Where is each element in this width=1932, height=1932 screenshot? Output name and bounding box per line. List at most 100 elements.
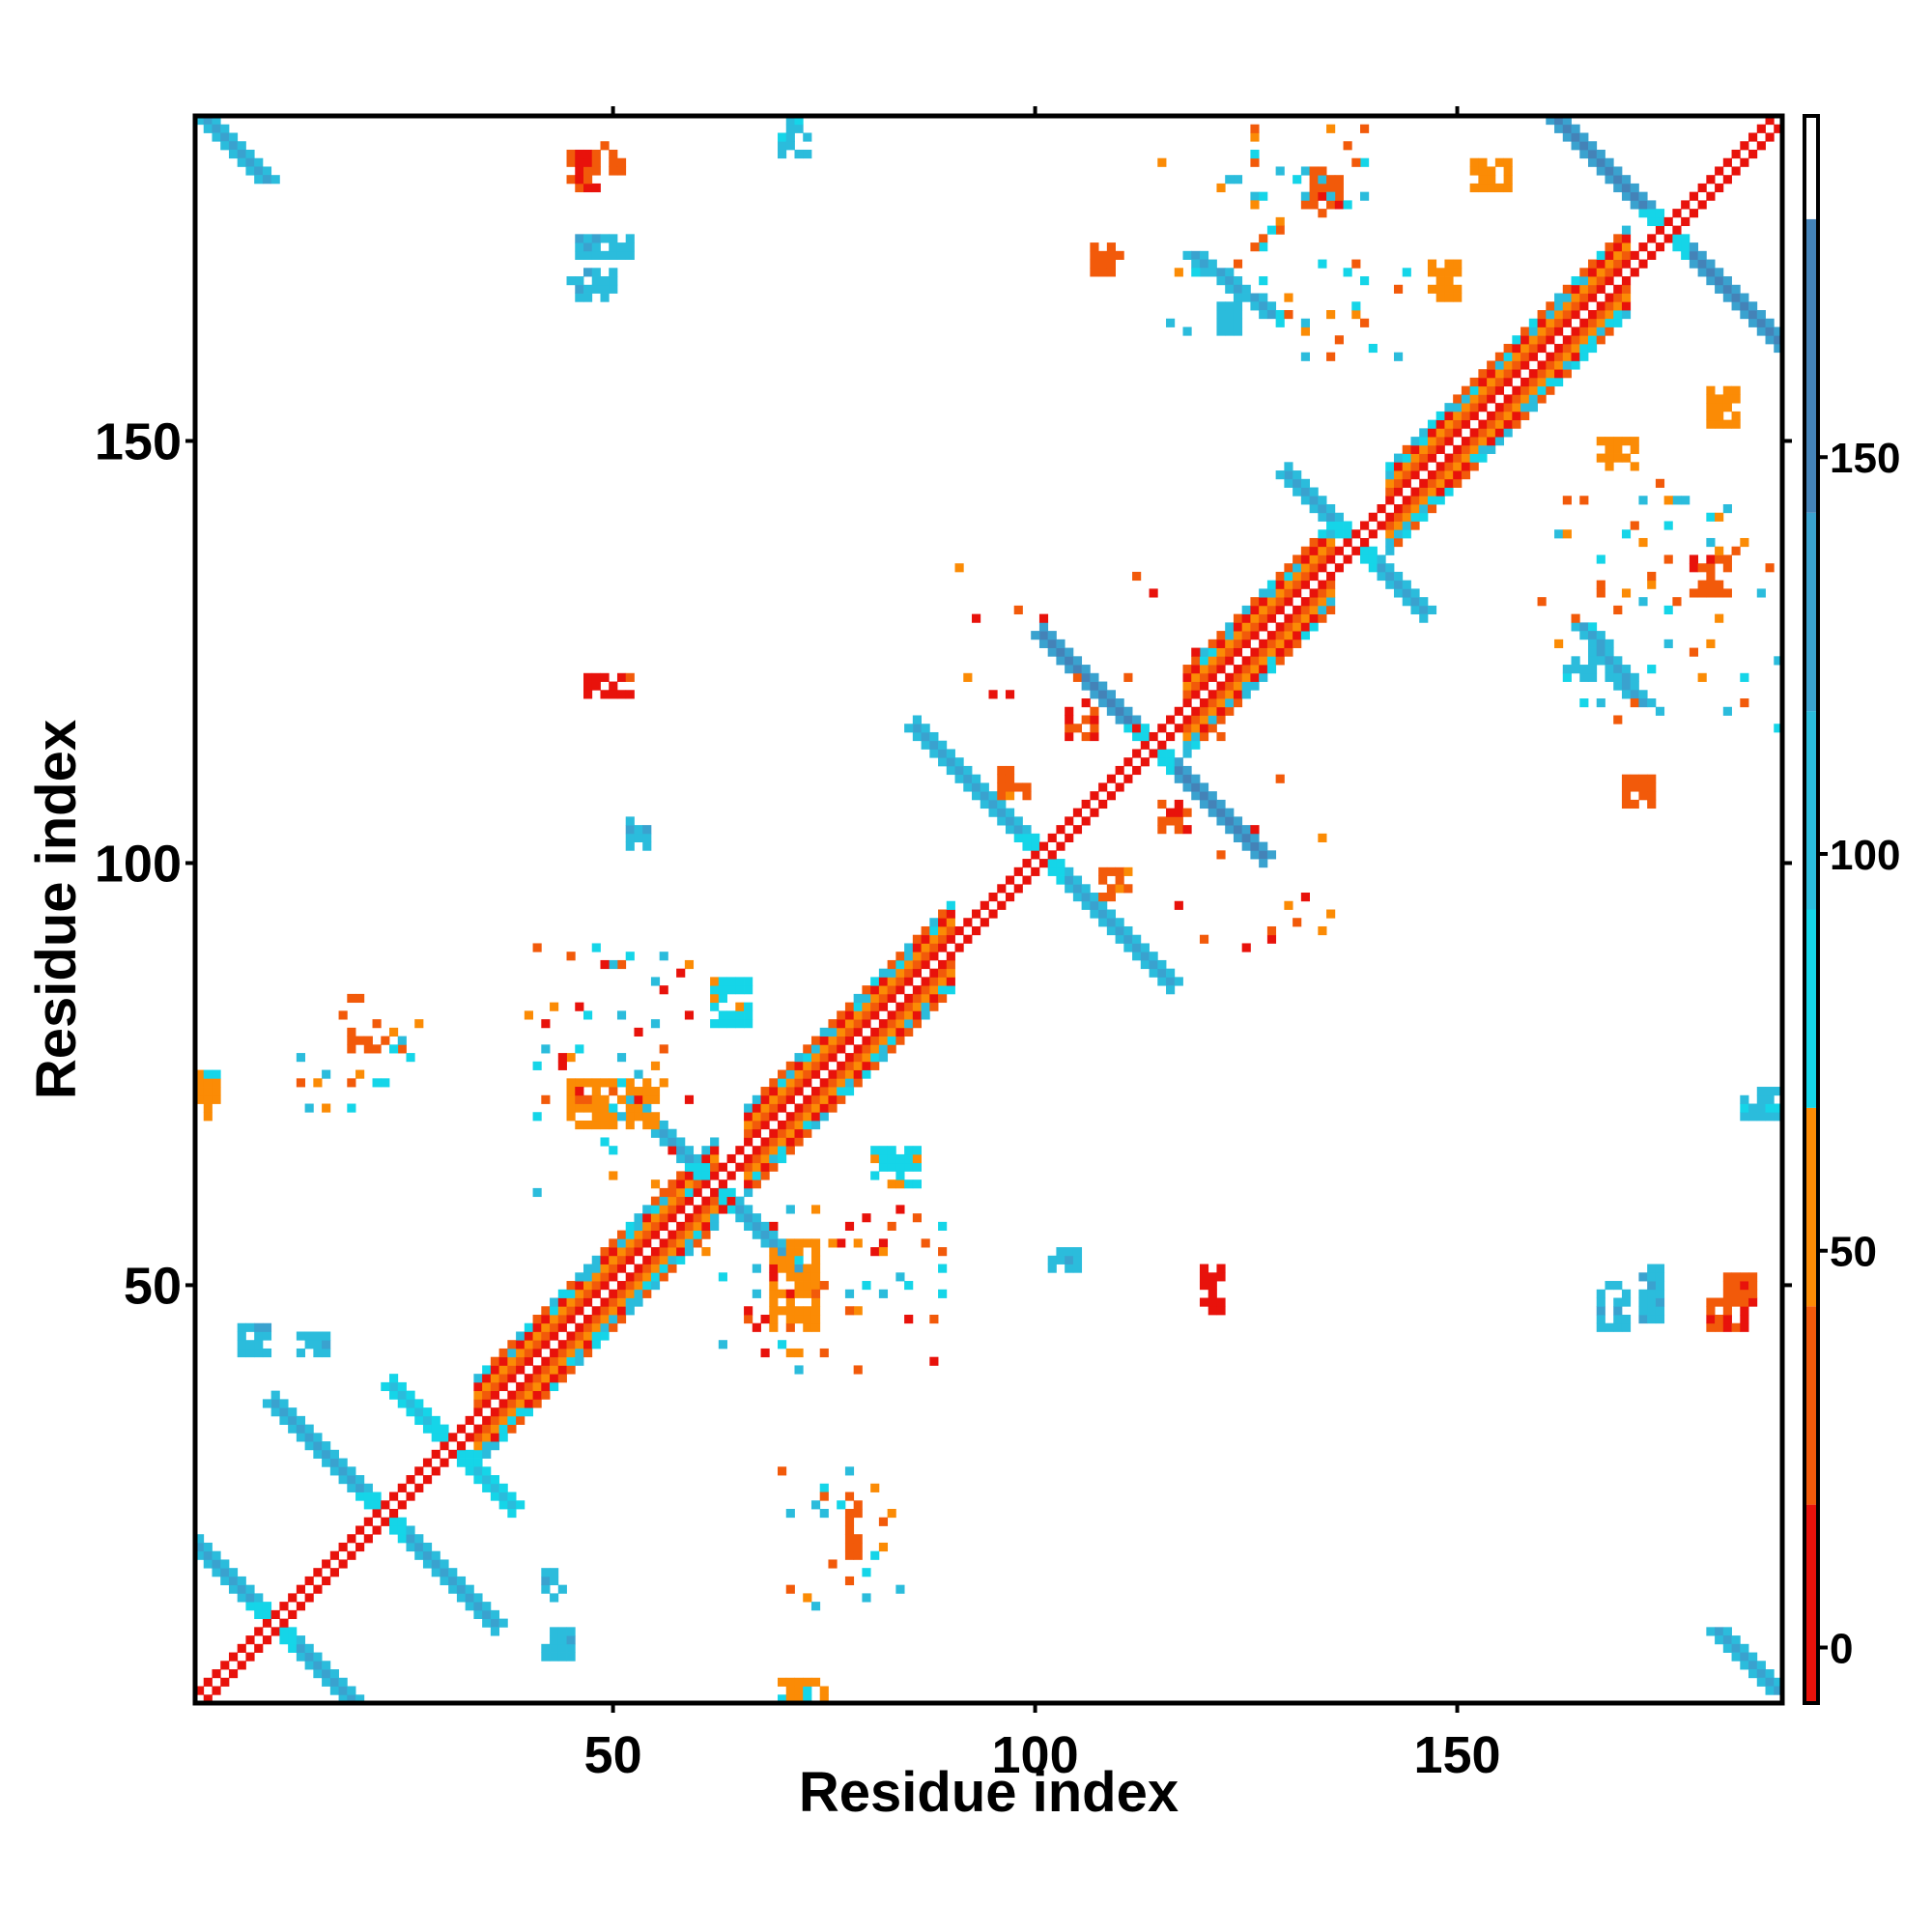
heatmap-cell	[1571, 310, 1580, 320]
heatmap-cell	[355, 1492, 365, 1501]
heatmap-cell	[1072, 884, 1083, 894]
heatmap-cell	[1537, 343, 1547, 354]
heatmap-cell	[946, 918, 955, 927]
heatmap-cell	[1250, 124, 1260, 133]
heatmap-cell	[1385, 487, 1395, 497]
heatmap-cell	[1225, 816, 1235, 826]
heatmap-cell	[1715, 276, 1724, 286]
heatmap-cell	[600, 293, 610, 302]
heatmap-cell	[1579, 284, 1589, 294]
heatmap-cell	[904, 1162, 914, 1172]
heatmap-cell	[810, 1306, 821, 1316]
heatmap-cell	[296, 1652, 306, 1662]
heatmap-cell	[1765, 1677, 1775, 1687]
heatmap-cell	[1199, 706, 1209, 716]
heatmap-cell	[1419, 428, 1429, 438]
heatmap-cell	[684, 1221, 695, 1231]
heatmap-cell	[1571, 327, 1580, 336]
heatmap-cell	[1740, 157, 1749, 167]
heatmap-cell	[946, 934, 955, 944]
heatmap-cell	[1554, 639, 1564, 648]
heatmap-cell	[1706, 1306, 1716, 1316]
heatmap-cell	[803, 1128, 812, 1138]
heatmap-cell	[1715, 1635, 1724, 1645]
heatmap-cell	[550, 1297, 559, 1307]
heatmap-cell	[769, 1322, 779, 1332]
heatmap-cell	[710, 1213, 720, 1223]
heatmap-cell	[785, 132, 795, 142]
heatmap-cell	[938, 925, 948, 936]
heatmap-cell	[1621, 301, 1632, 311]
heatmap-cell	[1435, 444, 1445, 454]
heatmap-cell	[1621, 284, 1632, 294]
heatmap-cell	[1638, 242, 1648, 252]
heatmap-cell	[1208, 665, 1217, 674]
heatmap-cell	[744, 1162, 753, 1172]
heatmap-cell	[1157, 740, 1167, 750]
heatmap-cell	[1326, 310, 1336, 320]
heatmap-cell	[810, 1314, 821, 1324]
heatmap-cell	[228, 141, 239, 151]
heatmap-cell	[1681, 496, 1690, 505]
heatmap-cell	[1098, 690, 1108, 699]
heatmap-cell	[887, 1044, 896, 1054]
heatmap-cell	[1318, 546, 1327, 555]
heatmap-cell	[1318, 191, 1327, 201]
heatmap-cell	[1596, 268, 1605, 277]
heatmap-cell	[1225, 647, 1235, 657]
heatmap-cell	[1005, 893, 1015, 902]
heatmap-cell	[1208, 724, 1217, 733]
heatmap-cell	[532, 1399, 542, 1408]
heatmap-cell	[837, 1061, 846, 1070]
heatmap-cell	[212, 1568, 221, 1577]
heatmap-cell	[1503, 369, 1513, 379]
heatmap-cell	[516, 1399, 526, 1408]
heatmap-cell	[600, 1264, 610, 1273]
heatmap-cell	[1571, 284, 1580, 294]
heatmap-cell	[938, 1247, 948, 1257]
heatmap-cell	[1596, 1289, 1605, 1298]
heatmap-cell	[744, 1187, 753, 1198]
heatmap-cell	[1435, 478, 1445, 488]
heatmap-cell	[279, 1635, 289, 1645]
heatmap-cell	[575, 1044, 584, 1054]
heatmap-cell	[778, 1094, 787, 1104]
heatmap-cell	[1756, 141, 1766, 151]
heatmap-cell	[1149, 968, 1158, 978]
heatmap-cell	[1579, 672, 1589, 682]
heatmap-cell	[1065, 724, 1074, 733]
heatmap-cell	[752, 1120, 761, 1130]
heatmap-cell	[313, 1584, 323, 1594]
heatmap-cell	[810, 1087, 821, 1096]
heatmap-cell	[414, 1542, 424, 1552]
heatmap-cell	[550, 1627, 559, 1636]
heatmap-cell	[490, 1618, 500, 1628]
heatmap-cell	[1199, 1281, 1209, 1291]
heatmap-cell	[718, 977, 727, 986]
heatmap-cell	[1241, 605, 1251, 615]
heatmap-cell	[785, 1694, 795, 1704]
heatmap-cell	[591, 1281, 601, 1291]
heatmap-cell	[1740, 293, 1749, 302]
heatmap-cell	[769, 1247, 779, 1257]
heatmap-cell	[785, 1061, 795, 1070]
heatmap-cell	[1587, 672, 1598, 682]
heatmap-cell	[878, 1036, 889, 1045]
heatmap-cell	[254, 1602, 264, 1611]
heatmap-cell	[862, 1061, 871, 1070]
heatmap-cell	[304, 1433, 314, 1442]
heatmap-cell	[1191, 672, 1201, 682]
heatmap-cell	[862, 1213, 871, 1223]
heatmap-cell	[810, 1094, 821, 1104]
heatmap-cell	[1520, 385, 1530, 395]
heatmap-cell	[1225, 175, 1235, 185]
heatmap-cell	[1191, 690, 1201, 699]
heatmap-cell	[1579, 343, 1589, 354]
heatmap-cell	[810, 1120, 821, 1130]
heatmap-cell	[1005, 825, 1015, 835]
heatmap-cell	[844, 1517, 855, 1526]
heatmap-cell	[1613, 715, 1623, 724]
heatmap-cell	[566, 1348, 576, 1358]
heatmap-cell	[363, 1517, 373, 1526]
heatmap-cell	[1393, 504, 1404, 514]
